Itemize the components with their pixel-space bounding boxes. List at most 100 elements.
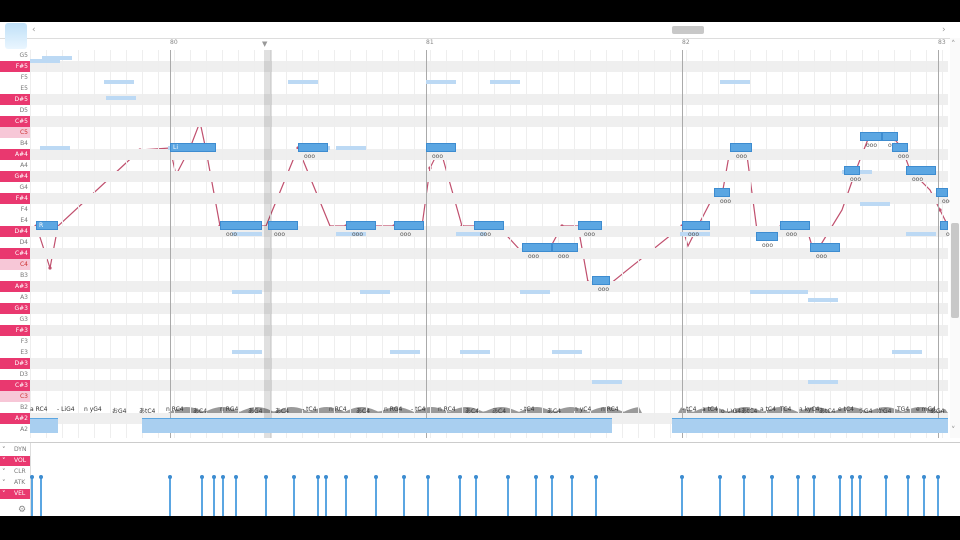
avatar[interactable] <box>5 23 27 49</box>
velocity-stem[interactable] <box>859 477 861 516</box>
phoneme-envelope[interactable] <box>142 418 612 433</box>
velocity-handle[interactable] <box>742 475 746 479</box>
velocity-handle[interactable] <box>264 475 268 479</box>
velocity-stem[interactable] <box>169 477 171 516</box>
velocity-stem[interactable] <box>222 477 224 516</box>
velocity-handle[interactable] <box>426 475 430 479</box>
velocity-handle[interactable] <box>212 475 216 479</box>
piano-key[interactable]: F#4 <box>0 193 30 204</box>
phoneme-label[interactable]: n RC4 <box>438 406 456 413</box>
piano-key[interactable]: G#3 <box>0 303 30 314</box>
velocity-stem[interactable] <box>235 477 237 516</box>
velocity-stem[interactable] <box>345 477 347 516</box>
velocity-handle[interactable] <box>570 475 574 479</box>
note-block[interactable] <box>552 243 578 252</box>
velocity-stem[interactable] <box>797 477 799 516</box>
velocity-stem[interactable] <box>771 477 773 516</box>
velocity-handle[interactable] <box>922 475 926 479</box>
note-block[interactable] <box>844 166 860 175</box>
piano-key[interactable]: G#4 <box>0 171 30 182</box>
piano-keyboard[interactable]: G5 F#5 F5 E5 D#5 D5 C#5 C5 B4 A#4 A4 G#4 G4 F#4 F4 E4 D#… <box>0 50 31 438</box>
tab-clr[interactable]: ˅ CLR <box>0 467 30 477</box>
piano-key[interactable]: D#5 <box>0 94 30 105</box>
piano-key[interactable]: B2 <box>20 404 28 411</box>
velocity-stem[interactable] <box>719 477 721 516</box>
velocity-handle[interactable] <box>506 475 510 479</box>
velocity-stem[interactable] <box>201 477 203 516</box>
velocity-handle[interactable] <box>324 475 328 479</box>
piano-key[interactable]: E3 <box>20 349 28 356</box>
velocity-handle[interactable] <box>374 475 378 479</box>
velocity-handle[interactable] <box>796 475 800 479</box>
velocity-stem[interactable] <box>317 477 319 516</box>
piano-key[interactable]: C5 <box>0 127 30 138</box>
velocity-handle[interactable] <box>812 475 816 479</box>
horizontal-scrollbar[interactable]: ‹ › <box>0 22 960 39</box>
velocity-handle[interactable] <box>850 475 854 479</box>
note-block[interactable] <box>780 221 810 230</box>
phoneme-label[interactable]: あtC4 <box>139 408 156 415</box>
phoneme-track[interactable]: a RC4 - LiG4 n yG4 おG4 あtC4 n RC4 あC4 n RG4 あG4 あ… <box>30 406 948 438</box>
note-block[interactable] <box>940 221 948 230</box>
note-block[interactable] <box>394 221 424 230</box>
piano-key[interactable]: G4 <box>19 184 28 191</box>
velocity-stem[interactable] <box>40 477 42 516</box>
scrollbar-thumb[interactable] <box>672 26 704 34</box>
phoneme-label[interactable]: - tC4 <box>520 406 535 413</box>
piano-key[interactable]: D#4 <box>0 226 30 237</box>
velocity-handle[interactable] <box>39 475 43 479</box>
velocity-handle[interactable] <box>344 475 348 479</box>
velocity-stem[interactable] <box>213 477 215 516</box>
velocity-handle[interactable] <box>906 475 910 479</box>
note-block[interactable] <box>578 221 602 230</box>
velocity-stem[interactable] <box>403 477 405 516</box>
velocity-stem[interactable] <box>923 477 925 516</box>
velocity-stem[interactable] <box>571 477 573 516</box>
note-block[interactable] <box>730 143 752 152</box>
velocity-handle[interactable] <box>168 475 172 479</box>
phoneme-label[interactable]: - tC4 <box>302 406 317 413</box>
velocity-handle[interactable] <box>474 475 478 479</box>
note-block[interactable] <box>756 232 778 241</box>
piano-key[interactable]: D3 <box>19 371 28 378</box>
piano-key[interactable]: A2 <box>20 426 28 433</box>
velocity-handle[interactable] <box>858 475 862 479</box>
note-grid[interactable]: R Li ooo ooo ooo ooo ooo ooo ooo ooo ooo ooo ooo ooo o… <box>30 50 957 438</box>
tab-atk[interactable]: ˅ ATK <box>0 478 30 488</box>
phoneme-label[interactable]: n yG4 <box>84 406 102 413</box>
velocity-handle[interactable] <box>550 475 554 479</box>
pitch-control-point[interactable] <box>48 266 52 270</box>
note-block[interactable] <box>426 143 456 152</box>
tab-dyn[interactable]: ˅ DYN <box>0 445 30 455</box>
note-block[interactable]: Li <box>170 143 216 152</box>
velocity-stem[interactable] <box>813 477 815 516</box>
velocity-stem[interactable] <box>743 477 745 516</box>
velocity-stem[interactable] <box>325 477 327 516</box>
note-block[interactable] <box>936 188 948 197</box>
velocity-stem[interactable] <box>427 477 429 516</box>
phoneme-label[interactable]: あC4 <box>492 408 507 415</box>
velocity-handle[interactable] <box>718 475 722 479</box>
phoneme-label[interactable]: n RC4 <box>601 406 619 413</box>
note-block[interactable]: R <box>36 221 58 230</box>
velocity-handle[interactable] <box>402 475 406 479</box>
note-block[interactable] <box>882 132 898 141</box>
phoneme-label[interactable]: あG4 <box>248 408 263 415</box>
velocity-handle[interactable] <box>316 475 320 479</box>
pitch-control-point[interactable] <box>938 208 942 212</box>
note-block[interactable] <box>522 243 552 252</box>
velocity-stem[interactable] <box>31 477 33 516</box>
piano-key[interactable]: C#4 <box>0 248 30 259</box>
note-block[interactable] <box>268 221 298 230</box>
note-block[interactable] <box>714 188 730 197</box>
phoneme-envelope[interactable] <box>672 418 948 433</box>
phoneme-label[interactable]: a RC4 <box>30 406 48 413</box>
phoneme-label[interactable]: あG4 <box>930 408 945 415</box>
velocity-stem[interactable] <box>839 477 841 516</box>
velocity-stem[interactable] <box>885 477 887 516</box>
phoneme-label[interactable]: o いG4 <box>721 408 742 415</box>
velocity-stem[interactable] <box>293 477 295 516</box>
note-block[interactable] <box>682 221 710 230</box>
vertical-scrollbar[interactable]: ˄ ˅ <box>950 38 960 438</box>
velocity-handle[interactable] <box>200 475 204 479</box>
